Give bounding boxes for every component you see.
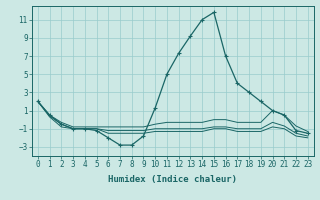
X-axis label: Humidex (Indice chaleur): Humidex (Indice chaleur) <box>108 175 237 184</box>
